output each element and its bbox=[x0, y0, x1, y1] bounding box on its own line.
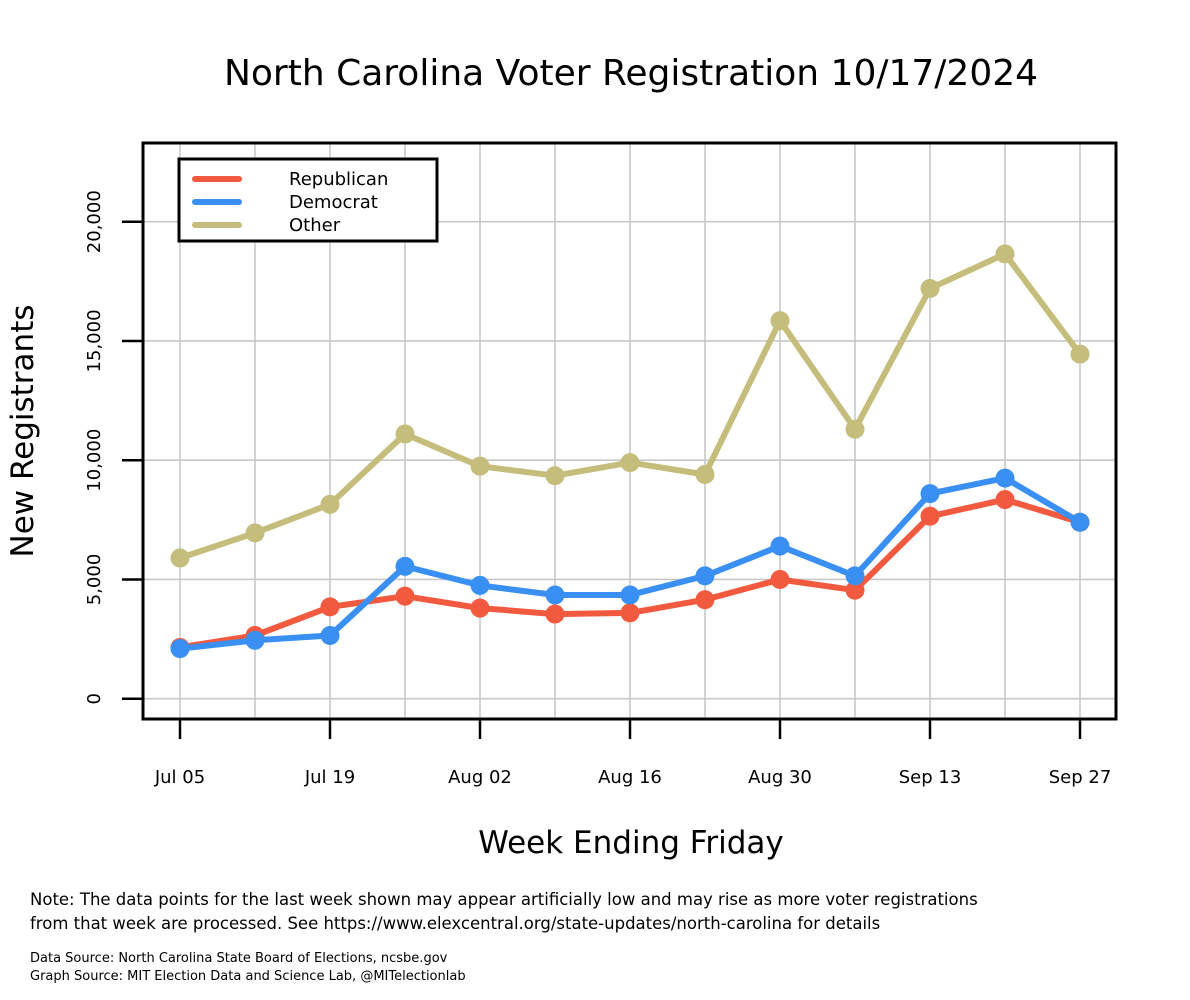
data-point bbox=[995, 244, 1015, 264]
data-point bbox=[620, 585, 640, 605]
series bbox=[170, 244, 1090, 659]
y-tick-label: 15,000 bbox=[84, 309, 105, 372]
data-point bbox=[620, 603, 640, 623]
chart-title: North Carolina Voter Registration 10/17/… bbox=[224, 53, 1038, 94]
data-point bbox=[770, 569, 790, 589]
data-point bbox=[995, 490, 1015, 510]
data-point bbox=[245, 630, 265, 650]
data-point bbox=[170, 639, 190, 659]
data-point bbox=[845, 419, 865, 439]
data-point bbox=[845, 566, 865, 586]
data-point bbox=[1070, 344, 1090, 364]
x-tick-label: Sep 27 bbox=[1049, 767, 1112, 788]
data-point bbox=[470, 575, 490, 595]
data-point bbox=[245, 523, 265, 543]
x-tick-label: Aug 02 bbox=[448, 767, 512, 788]
data-point bbox=[845, 580, 865, 600]
data-point bbox=[395, 586, 415, 606]
legend-label: Democrat bbox=[289, 192, 378, 213]
source-credits: Data Source: North Carolina State Board … bbox=[30, 950, 1170, 986]
y-tick-label: 20,000 bbox=[84, 190, 105, 253]
y-tick-label: 10,000 bbox=[84, 429, 105, 492]
data-point bbox=[320, 494, 340, 514]
note-line: Note: The data points for the last week … bbox=[30, 890, 978, 909]
chart-note: Note: The data points for the last week … bbox=[30, 888, 1170, 936]
data-point bbox=[695, 465, 715, 485]
legend-label: Republican bbox=[289, 169, 388, 190]
x-axis: Jul 05 Jul 19 Aug 02 Aug 16 Aug 30 Sep 13 Sep … bbox=[154, 719, 1111, 788]
x-tick-label: Sep 13 bbox=[899, 767, 962, 788]
data-point bbox=[545, 585, 565, 605]
data-point bbox=[545, 604, 565, 624]
y-axis-title: New Registrants bbox=[5, 305, 41, 558]
x-axis-title: Week Ending Friday bbox=[478, 825, 783, 861]
data-point bbox=[320, 626, 340, 646]
data-point bbox=[470, 456, 490, 476]
data-point bbox=[920, 506, 940, 526]
x-tick-label: Aug 16 bbox=[598, 767, 662, 788]
legend-label: Other bbox=[289, 215, 341, 236]
data-point bbox=[995, 468, 1015, 488]
y-tick-label: 5,000 bbox=[84, 554, 105, 606]
data-point bbox=[395, 424, 415, 444]
data-point bbox=[545, 466, 565, 486]
grid bbox=[143, 143, 1116, 719]
note-line: from that week are processed. See https:… bbox=[30, 914, 881, 933]
data-point bbox=[695, 566, 715, 586]
data-point bbox=[695, 590, 715, 610]
data-point bbox=[620, 453, 640, 473]
data-point bbox=[770, 536, 790, 556]
graph-source: Graph Source: MIT Election Data and Scie… bbox=[30, 969, 466, 984]
data-point bbox=[920, 278, 940, 298]
x-tick-label: Aug 30 bbox=[748, 767, 812, 788]
y-axis: 0 5,000 10,000 15,000 20,000 bbox=[84, 190, 143, 704]
y-tick-label: 0 bbox=[84, 693, 105, 704]
data-point bbox=[1070, 512, 1090, 532]
data-point bbox=[470, 598, 490, 618]
data-point bbox=[320, 597, 340, 617]
data-point bbox=[170, 548, 190, 568]
chart: North Carolina Voter Registration 10/17/… bbox=[5, 53, 1118, 861]
data-point bbox=[920, 484, 940, 504]
data-point bbox=[395, 556, 415, 576]
data-point bbox=[770, 311, 790, 331]
x-tick-label: Jul 05 bbox=[154, 767, 205, 788]
x-tick-label: Jul 19 bbox=[304, 767, 355, 788]
data-source: Data Source: North Carolina State Board … bbox=[30, 951, 448, 966]
